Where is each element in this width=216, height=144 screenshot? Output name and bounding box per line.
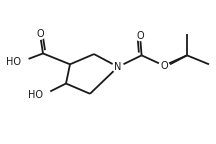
Circle shape [35, 88, 51, 103]
Text: O: O [136, 31, 144, 40]
Text: N: N [114, 62, 122, 72]
Circle shape [13, 54, 29, 69]
Text: O: O [160, 61, 168, 71]
Text: HO: HO [6, 57, 21, 67]
Circle shape [35, 29, 45, 39]
Text: HO: HO [28, 90, 43, 100]
Text: O: O [36, 29, 44, 39]
Circle shape [159, 61, 169, 71]
Circle shape [135, 31, 145, 40]
Circle shape [113, 61, 124, 72]
